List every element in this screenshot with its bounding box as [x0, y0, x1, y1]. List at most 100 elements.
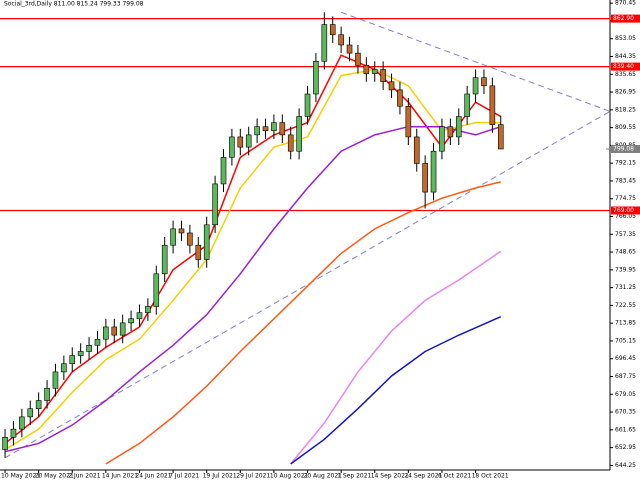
- x-tick-label: 18 Oct 2021: [472, 473, 509, 480]
- x-tick-label: 20 May 2021: [35, 473, 74, 480]
- y-tick-label: 809.55: [615, 124, 636, 131]
- x-tick-label: 14 Sep 2021: [371, 473, 409, 480]
- candle-body: [61, 363, 67, 373]
- x-tick-label: 6 Oct 2021: [438, 473, 471, 480]
- candle-body: [304, 93, 311, 117]
- candle-body: [44, 387, 50, 401]
- candle-body: [153, 273, 160, 307]
- y-tick-label: 783.45: [615, 177, 636, 184]
- y-tick-label: 870.45: [615, 0, 636, 7]
- candle-body: [464, 93, 470, 117]
- y-tick-label: 652.95: [615, 444, 636, 451]
- level-label: 839.40: [613, 63, 634, 70]
- level-label: 862.90: [613, 15, 634, 22]
- candle-body: [27, 408, 34, 418]
- moving-average: [105, 181, 501, 465]
- candle-body: [371, 69, 378, 74]
- candle-body: [472, 77, 479, 95]
- candle-body: [397, 89, 403, 107]
- candle-body: [287, 134, 294, 152]
- y-tick-label: 687.75: [615, 373, 636, 380]
- candle-body: [279, 122, 286, 136]
- y-tick-label: 844.35: [615, 53, 636, 60]
- candle-body: [103, 326, 109, 340]
- candle-body: [380, 69, 386, 83]
- moving-average: [4, 68, 501, 451]
- y-tick-label: 644.25: [615, 462, 636, 469]
- candle-body: [52, 371, 59, 389]
- moving-average: [4, 125, 502, 453]
- level-label-box: [611, 62, 640, 71]
- y-tick-label: 731.25: [615, 284, 636, 291]
- y-tick-label: 713.85: [615, 320, 636, 327]
- candle-body: [363, 65, 370, 74]
- level-label: 769.00: [613, 207, 634, 214]
- candle-body: [321, 24, 328, 62]
- level-label-box: [611, 14, 640, 23]
- candle-body: [145, 306, 151, 313]
- candle-body: [19, 416, 25, 430]
- y-tick-label: 670.35: [615, 409, 636, 416]
- chart-title: Social_3rd,Daily 811.00 815.24 799.33 79…: [4, 1, 144, 8]
- candle-body: [212, 183, 218, 226]
- y-tick-label: 774.75: [615, 195, 636, 202]
- candle-body: [262, 126, 269, 132]
- candle-body: [422, 163, 428, 193]
- candle-body: [296, 116, 302, 152]
- y-tick-label: 835.65: [615, 71, 636, 78]
- candle-body: [271, 122, 277, 132]
- candle-body: [111, 326, 118, 336]
- trendline: [4, 110, 610, 459]
- candle-body: [497, 124, 504, 150]
- candle-body: [455, 116, 462, 138]
- x-tick-label: 10 May 2021: [1, 473, 40, 480]
- candle-body: [128, 318, 134, 324]
- candle-body: [313, 61, 319, 95]
- candle-body: [346, 44, 353, 54]
- plot-area: [0, 11, 610, 465]
- x-tick-label: 20 Aug 2021: [304, 473, 343, 480]
- candle-body: [439, 126, 445, 152]
- x-tick-label: 29 Jul 2021: [236, 473, 270, 480]
- candle-body: [119, 322, 126, 336]
- candle-body: [161, 244, 168, 275]
- candle-body: [178, 228, 185, 234]
- candle-body: [338, 34, 344, 46]
- candle-body: [170, 228, 176, 246]
- candle-body: [94, 338, 101, 346]
- y-tick-label: 826.95: [615, 89, 636, 96]
- candle-body: [245, 134, 252, 148]
- candle-body: [481, 77, 487, 87]
- candle-body: [195, 244, 202, 260]
- y-tick-label: 661.65: [615, 426, 636, 433]
- y-tick-label: 739.95: [615, 266, 636, 273]
- y-tick-label: 757.35: [615, 231, 636, 238]
- y-tick-label: 696.45: [615, 355, 636, 362]
- x-tick-label: 24 Jun 2021: [135, 473, 171, 480]
- x-tick-label: 1 Sep 2021: [337, 473, 371, 480]
- candle-body: [86, 345, 92, 352]
- x-tick-label: 19 Jul 2021: [203, 473, 237, 480]
- y-tick-label: 792.15: [615, 160, 636, 167]
- level-label-box: [611, 206, 640, 215]
- candle-body: [388, 81, 395, 91]
- x-tick-label: 7 Jul 2021: [169, 473, 199, 480]
- candle-body: [220, 157, 227, 185]
- y-tick-label: 853.05: [615, 35, 636, 42]
- candle-body: [355, 52, 361, 66]
- moving-average: [290, 316, 502, 465]
- y-tick-label: 766.05: [615, 213, 636, 220]
- last-price-box: [611, 145, 640, 154]
- candle-body: [254, 126, 260, 136]
- candle-body: [35, 400, 42, 409]
- candle-body: [329, 24, 336, 36]
- candle-body: [136, 312, 143, 320]
- moving-average: [290, 250, 502, 465]
- candle-body: [413, 136, 420, 164]
- candle-body: [69, 355, 76, 365]
- y-tick-label: 722.55: [615, 302, 636, 309]
- x-tick-label: 10 Aug 2021: [270, 473, 309, 480]
- y-tick-label: 748.65: [615, 249, 636, 256]
- candle-body: [447, 126, 454, 138]
